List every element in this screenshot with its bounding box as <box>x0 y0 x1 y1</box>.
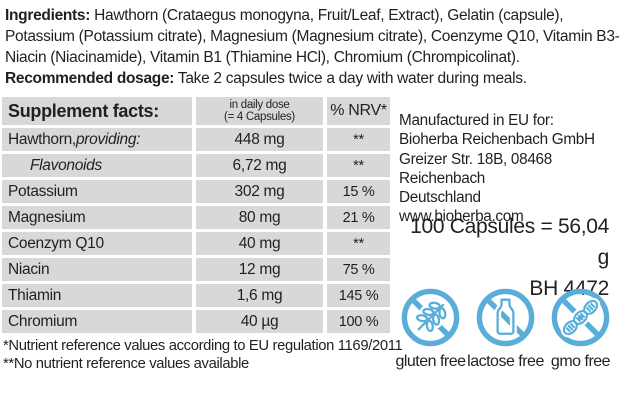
ingredient-nrv: 75 % <box>327 258 390 281</box>
milk-bottle-crossed-icon <box>474 286 537 349</box>
lactose-free-badge: lactose free <box>467 286 544 371</box>
gmo-free-badge: gmo free <box>544 286 617 371</box>
dose-header-line1: in daily dose <box>229 98 290 111</box>
table-row-ingredient-name: Hawthorn, providing: <box>2 128 192 151</box>
manufacturer-block: Manufactured in EU for: Bioherba Reichen… <box>399 111 623 227</box>
free-from-badges: gluten free lactose free <box>394 286 617 371</box>
ingredient-amount: 40 mg <box>196 232 323 255</box>
ingredient-name: Thiamin <box>2 284 192 307</box>
dosage-label: Recommended dosage: <box>5 70 175 87</box>
dosage-paragraph: Recommended dosage: Take 2 capsules twic… <box>5 68 622 89</box>
ingredient-amount: 12 mg <box>196 258 323 281</box>
gmo-free-label: gmo free <box>550 353 611 370</box>
company-country: Deutschland <box>399 189 481 207</box>
ingredient-nrv: ** <box>327 232 390 255</box>
table-header-nrv: % NRV* <box>327 97 390 125</box>
intro-text: Ingredients: Hawthorn (Crataegus monogyn… <box>5 5 622 89</box>
gluten-free-label: gluten free <box>395 353 466 370</box>
ingredient-amount: 448 mg <box>196 128 323 151</box>
ingredient-nrv: 15 % <box>327 180 390 203</box>
company-name: Bioherba Reichenbach GmbH <box>399 131 595 149</box>
supplement-facts-table: Supplement facts: in daily dose (= 4 Cap… <box>2 97 390 333</box>
ingredients-label: Ingredients: <box>5 7 91 24</box>
footnote-no-nrv: **No nutrient reference values available <box>3 355 249 372</box>
ingredient-name-italic: providing: <box>75 130 141 148</box>
ingredients-paragraph: Ingredients: Hawthorn (Crataegus monogyn… <box>5 5 622 68</box>
table-header-dose: in daily dose (= 4 Capsules) <box>196 97 323 125</box>
ingredient-name: Potassium <box>2 180 192 203</box>
pack-size: 100 Capsules = 56,04 g <box>410 215 609 269</box>
dna-crossed-icon <box>549 286 612 349</box>
ingredients-list: Hawthorn (Crataegus monogyna, Fruit/Leaf… <box>5 7 620 66</box>
gluten-free-badge: gluten free <box>394 286 467 371</box>
ingredient-name: Niacin <box>2 258 192 281</box>
footnote-nrv: *Nutrient reference values according to … <box>3 338 403 354</box>
ingredient-name: Flavonoids <box>2 154 192 177</box>
ingredient-nrv: 21 % <box>327 206 390 229</box>
ingredient-amount: 80 mg <box>196 206 323 229</box>
company-website: www.bioherba.com <box>399 208 524 226</box>
ingredient-nrv: 100 % <box>327 310 390 333</box>
manufactured-in-line: Manufactured in EU for: <box>399 112 554 129</box>
ingredient-name: Magnesium <box>2 206 192 229</box>
ingredient-amount: 1,6 mg <box>196 284 323 307</box>
ingredient-nrv: ** <box>327 128 390 151</box>
ingredient-amount: 40 µg <box>196 310 323 333</box>
dosage-text: Take 2 capsules twice a day with water d… <box>174 70 527 87</box>
ingredient-name: Coenzym Q10 <box>2 232 192 255</box>
lactose-free-label: lactose free <box>467 353 544 370</box>
ingredient-amount: 6,72 mg <box>196 154 323 177</box>
table-header-title: Supplement facts: <box>2 97 192 125</box>
ingredient-nrv: 145 % <box>327 284 390 307</box>
ingredient-name: Chromium <box>2 310 192 333</box>
ingredient-amount: 302 mg <box>196 180 323 203</box>
wheat-crossed-icon <box>399 286 462 349</box>
company-street: Greizer Str. 18B, 08468 Reichenbach <box>399 150 552 187</box>
ingredient-nrv: ** <box>327 154 390 177</box>
dose-header-line2: (= 4 Capsules) <box>224 111 295 123</box>
table-footnotes: *Nutrient reference values according to … <box>3 338 403 373</box>
ingredient-name: Hawthorn, <box>8 130 76 148</box>
